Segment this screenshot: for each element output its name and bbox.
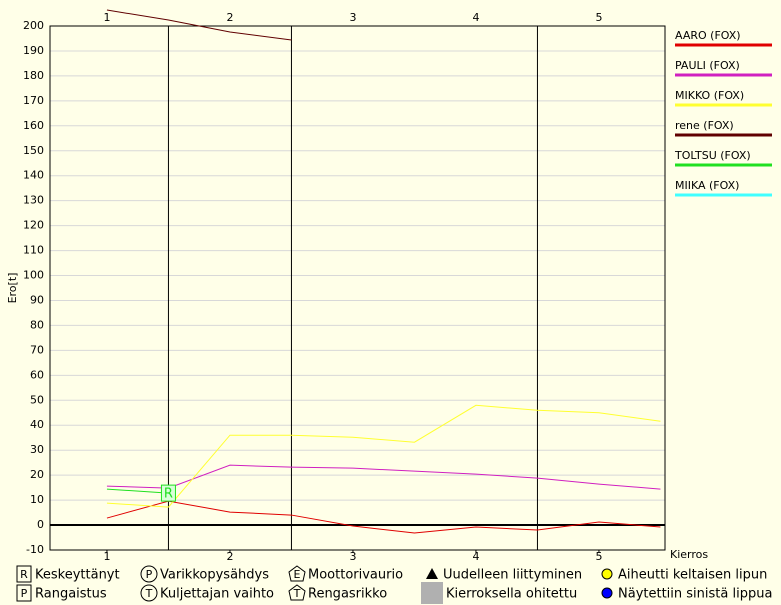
y-tick-label: 190	[23, 44, 44, 57]
y-tick-label: 90	[30, 293, 44, 306]
legend-symbol: E	[294, 568, 301, 581]
legend-icon	[16, 565, 32, 583]
y-tick-label: 50	[30, 393, 44, 406]
legend-symbol: T	[145, 587, 153, 600]
legend-item-label: Aiheutti keltaisen lipun	[618, 568, 767, 583]
x-tick-label: 2	[226, 550, 233, 563]
x-tick-label: 3	[349, 11, 356, 24]
legend-item-label: Kierroksella ohitettu	[446, 587, 577, 602]
legend-label: PAULI (FOX)	[675, 59, 740, 72]
x-tick-label: 3	[349, 550, 356, 563]
y-tick-label: -10	[26, 543, 44, 556]
y-tick-label: 170	[23, 94, 44, 107]
legend-label: AARO (FOX)	[675, 29, 741, 42]
y-tick-label: 120	[23, 219, 44, 232]
legend-icon	[140, 584, 158, 602]
legend-icon	[140, 565, 158, 583]
y-tick-label: 10	[30, 493, 44, 506]
legend-icon	[601, 568, 613, 580]
legend-label: MIKKO (FOX)	[675, 89, 744, 102]
event-marker-label: R	[164, 487, 173, 502]
legend-icon	[601, 587, 613, 599]
y-tick-label: 80	[30, 318, 44, 331]
legend-label: MIIKA (FOX)	[675, 179, 739, 192]
legend-symbol: P	[146, 568, 153, 581]
y-tick-label: 0	[37, 518, 44, 531]
series-line	[106, 404, 661, 508]
legend-item-label: Uudelleen liittyminen	[443, 568, 582, 583]
legend-item-label: Varikkopysähdys	[160, 568, 269, 583]
legend-item-label: Kuljettajan vaihto	[160, 587, 274, 602]
event-marker	[160, 484, 176, 502]
legend-item-label: Keskeyttänyt	[35, 568, 120, 583]
series-line	[106, 9, 292, 41]
y-tick-label: 60	[30, 368, 44, 381]
legend-icon	[16, 584, 32, 602]
y-tick-label: 180	[23, 69, 44, 82]
legend-item-label: Rengasrikko	[308, 587, 387, 602]
legend-item-label: Rangaistus	[35, 587, 107, 602]
y-axis-label: Ero[t]	[6, 273, 19, 304]
y-tick-label: 160	[23, 119, 44, 132]
x-tick-label: 4	[472, 11, 479, 24]
y-tick-label: 130	[23, 194, 44, 207]
legend-icon	[288, 584, 306, 601]
legend-symbol: R	[20, 568, 28, 581]
legend-item-label: Näytettiin sinistä lippua	[618, 587, 772, 602]
legend-label: TOLTSU (FOX)	[674, 149, 751, 162]
y-tick-label: 30	[30, 443, 44, 456]
x-tick-label: 4	[472, 550, 479, 563]
x-tick-label: 2	[226, 11, 233, 24]
x-tick-label: 5	[595, 11, 602, 24]
series-line	[106, 488, 169, 494]
y-tick-label: 140	[23, 169, 44, 182]
x-tick-label: 1	[103, 11, 110, 24]
legend-item-label: Moottorivaurio	[308, 568, 403, 583]
legend-label: rene (FOX)	[675, 119, 734, 132]
plot-area	[50, 26, 665, 550]
y-tick-label: 200	[23, 19, 44, 32]
legend-icon	[426, 568, 438, 579]
legend-symbol: P	[21, 587, 28, 600]
x-axis-label: Kierros	[670, 548, 708, 561]
x-tick-label: 1	[103, 550, 110, 563]
legend-icon	[421, 582, 443, 604]
y-tick-label: 70	[30, 343, 44, 356]
series-line	[106, 464, 661, 490]
y-tick-label: 150	[23, 144, 44, 157]
x-tick-label: 5	[595, 550, 602, 563]
series-line	[106, 500, 661, 534]
y-tick-label: 100	[23, 269, 44, 282]
y-tick-label: 40	[30, 418, 44, 431]
y-tick-label: 110	[23, 244, 44, 257]
legend-symbol: T	[293, 587, 301, 600]
plot-border	[49, 25, 666, 551]
y-tick-label: 20	[30, 468, 44, 481]
legend-icon	[288, 565, 306, 582]
